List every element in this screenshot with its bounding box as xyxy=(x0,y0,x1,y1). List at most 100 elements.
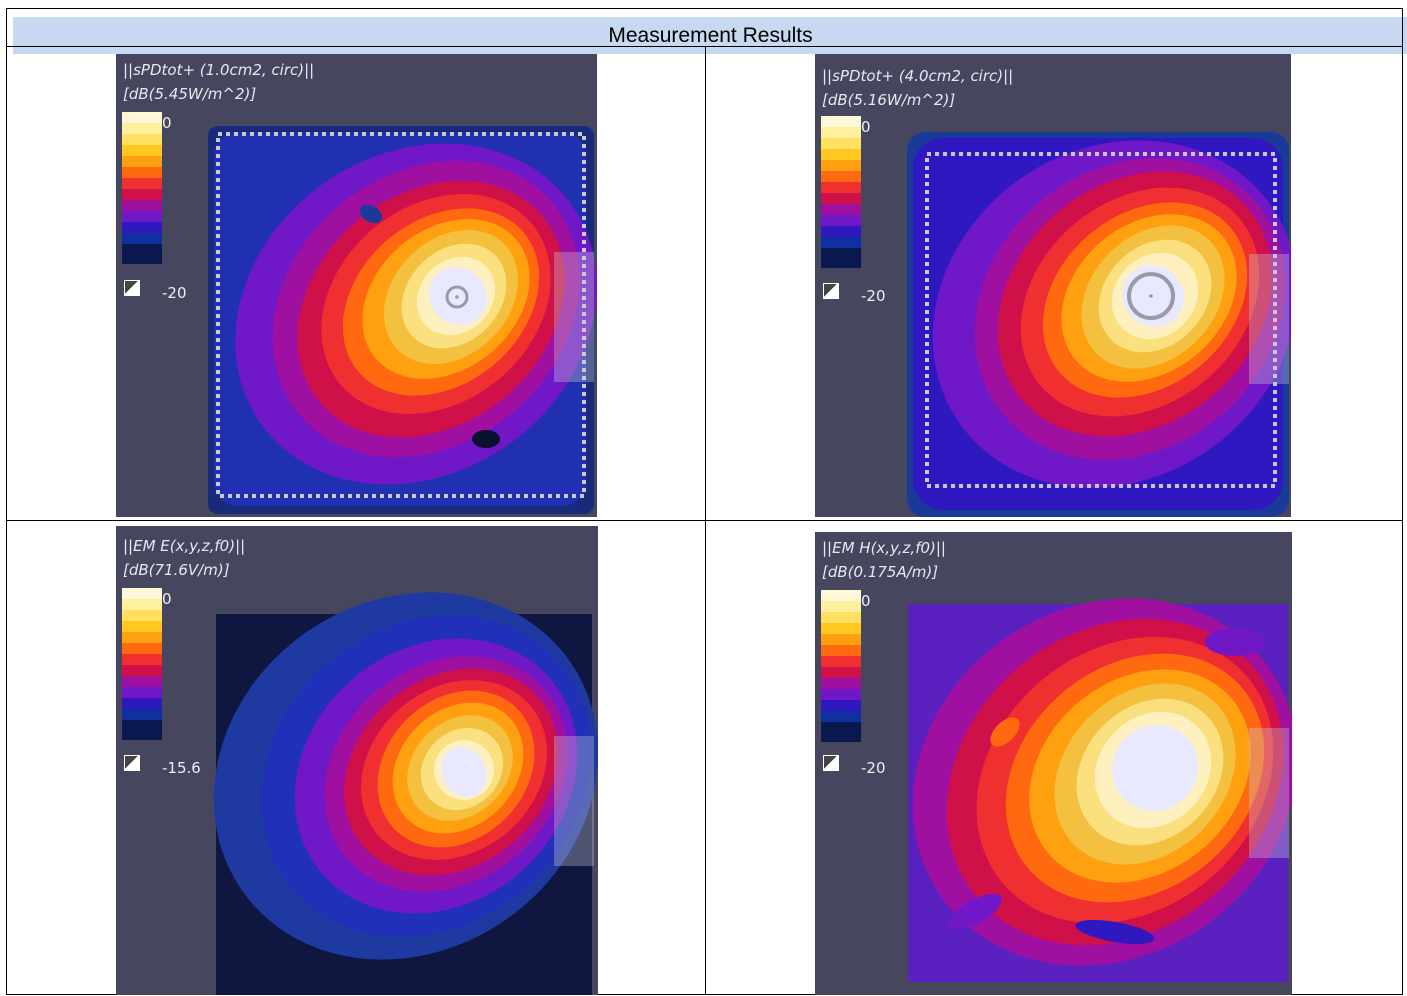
colorbar-step xyxy=(122,156,162,167)
colorbar-step xyxy=(821,215,861,226)
colorbar-max-label: 0 xyxy=(162,590,172,608)
plot-title: ||EM H(x,y,z,f0)|| xyxy=(822,539,946,557)
heatmap-image xyxy=(213,592,598,995)
peak-marker-dot xyxy=(1149,294,1153,298)
colorbar-max-label: 0 xyxy=(861,118,871,136)
colorbar xyxy=(821,590,861,742)
colorbar-step xyxy=(122,222,162,233)
colorbar-step xyxy=(821,182,861,193)
table-border-center xyxy=(705,46,706,995)
heatmap-image xyxy=(907,132,1291,517)
heatmap-panel-spd-4cm2: ||sPDtot+ (4.0cm2, circ)|| [dB(5.16W/m^2… xyxy=(815,54,1291,517)
heatmap-panel-spd-1cm2: ||sPDtot+ (1.0cm2, circ)|| [dB(5.45W/m^2… xyxy=(116,54,597,517)
colorbar-step xyxy=(122,643,162,654)
colorbar-step xyxy=(122,665,162,676)
heatmap-panel-h-field: ||EM H(x,y,z,f0)|| [dB(0.175A/m)] 0 -20 xyxy=(815,532,1292,995)
colorbar-step xyxy=(821,711,861,722)
peak-marker xyxy=(445,285,469,309)
colorbar-step xyxy=(122,676,162,687)
heatmap-field xyxy=(1249,254,1289,384)
colorbar-min-label: -15.6 xyxy=(162,759,201,777)
colorbar-step xyxy=(122,134,162,145)
colorbar-step xyxy=(122,709,162,720)
colorbar-step xyxy=(122,720,162,740)
scan-area-outline xyxy=(925,152,1277,488)
colorbar-max-label: 0 xyxy=(162,114,172,132)
colorbar-step xyxy=(122,599,162,610)
table-border-left xyxy=(6,8,7,995)
colorbar-step xyxy=(821,678,861,689)
colorbar-step xyxy=(122,588,162,599)
plot-unit: [dB(0.175A/m)] xyxy=(822,563,939,581)
plot-title: ||EM E(x,y,z,f0)|| xyxy=(123,537,246,555)
colorbar-step xyxy=(821,248,861,268)
colorbar-step xyxy=(821,656,861,667)
colorbar-max-label: 0 xyxy=(861,592,871,610)
heatmap-panel-e-field: ||EM E(x,y,z,f0)|| [dB(71.6V/m)] 0 -15.6 xyxy=(116,526,598,995)
colorbar-icon[interactable] xyxy=(823,755,839,771)
heatmap-contour xyxy=(1205,628,1265,656)
heatmap-field xyxy=(554,252,594,382)
results-table: Measurement Results xyxy=(6,8,1407,995)
plot-unit: [dB(71.6V/m)] xyxy=(123,561,230,579)
table-border-right xyxy=(1402,8,1403,995)
heatmap-contour xyxy=(948,893,1002,931)
colorbar-step xyxy=(122,211,162,222)
colorbar-step xyxy=(122,687,162,698)
colorbar xyxy=(122,588,162,740)
peak-marker-dot xyxy=(455,295,459,299)
colorbar-step xyxy=(821,623,861,634)
colorbar-min-label: -20 xyxy=(861,759,886,777)
colorbar-step xyxy=(821,601,861,612)
colorbar-step xyxy=(122,632,162,643)
table-title: Measurement Results xyxy=(608,23,813,47)
table-border-bottom xyxy=(6,994,1403,995)
heatmap-image xyxy=(208,126,597,514)
scan-area-outline xyxy=(216,132,586,498)
table-header: Measurement Results xyxy=(13,17,1407,54)
plot-unit: [dB(5.16W/m^2)] xyxy=(822,91,956,109)
colorbar-step xyxy=(821,171,861,182)
colorbar-step xyxy=(821,237,861,248)
heatmap-contour xyxy=(472,430,500,448)
heatmap-contour xyxy=(1075,919,1155,945)
plot-unit: [dB(5.45W/m^2)] xyxy=(123,85,257,103)
heatmap-contour xyxy=(1111,724,1199,812)
plot-title: ||sPDtot+ (1.0cm2, circ)|| xyxy=(123,61,315,79)
heatmap-field xyxy=(554,736,594,866)
colorbar-icon[interactable] xyxy=(124,280,140,296)
colorbar-step xyxy=(821,645,861,656)
heatmap-contour xyxy=(990,717,1020,747)
colorbar-step xyxy=(821,700,861,711)
colorbar-step xyxy=(821,127,861,138)
table-border-top xyxy=(6,8,1403,9)
colorbar-step xyxy=(821,667,861,678)
heatmap-field xyxy=(1249,728,1289,858)
colorbar xyxy=(122,112,162,264)
colorbar-step xyxy=(122,610,162,621)
colorbar-step xyxy=(821,722,861,742)
colorbar-step xyxy=(122,621,162,632)
colorbar-min-label: -20 xyxy=(861,287,886,305)
colorbar-step xyxy=(122,167,162,178)
colorbar-step xyxy=(821,160,861,171)
colorbar-icon[interactable] xyxy=(124,755,140,771)
colorbar-step xyxy=(122,178,162,189)
colorbar-step xyxy=(122,112,162,123)
colorbar-step xyxy=(821,149,861,160)
colorbar-step xyxy=(122,200,162,211)
colorbar-step xyxy=(821,590,861,601)
colorbar-step xyxy=(821,226,861,237)
colorbar xyxy=(821,116,861,268)
colorbar-step xyxy=(122,123,162,134)
colorbar-step xyxy=(821,634,861,645)
colorbar-step xyxy=(821,138,861,149)
colorbar-icon[interactable] xyxy=(823,283,839,299)
colorbar-step xyxy=(122,244,162,264)
colorbar-step xyxy=(122,233,162,244)
colorbar-step xyxy=(122,145,162,156)
colorbar-step xyxy=(122,698,162,709)
heatmap-contour xyxy=(359,204,383,224)
colorbar-step xyxy=(821,612,861,623)
heatmap-image xyxy=(908,598,1292,982)
